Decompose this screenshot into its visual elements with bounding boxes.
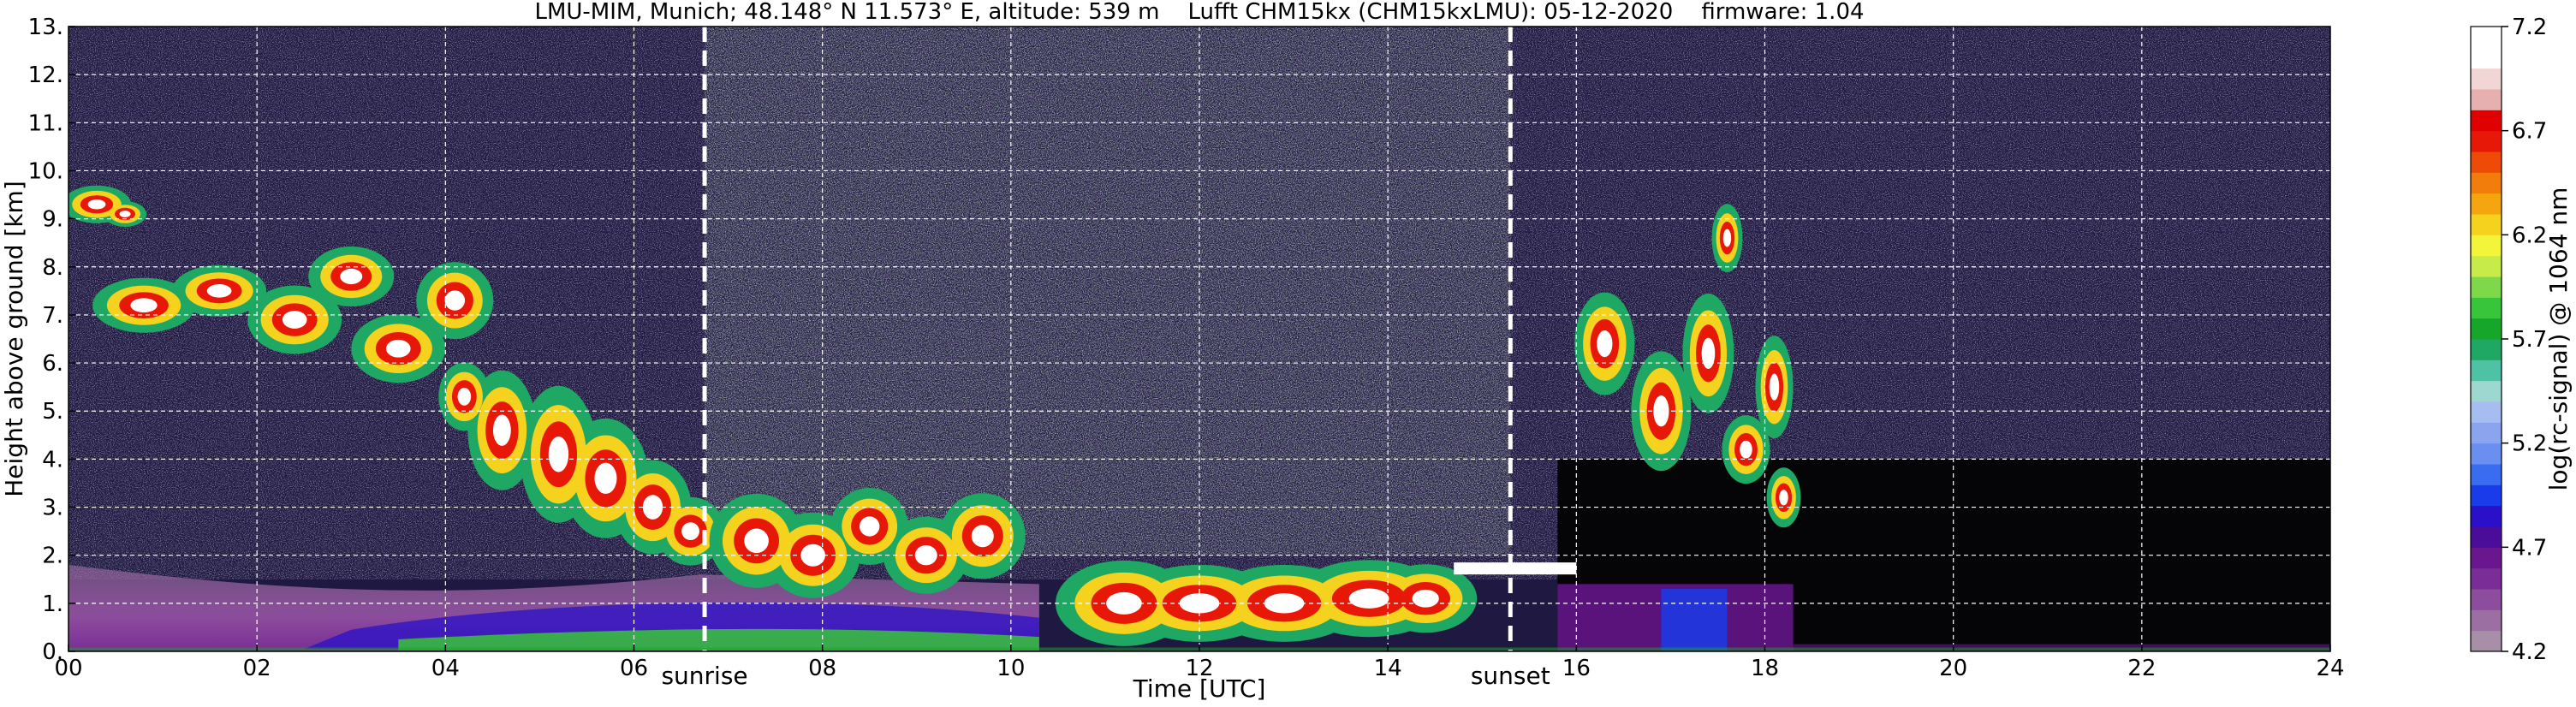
plot-area: sunrise sunset 00 02 04 06 08 10 12 14 16 18 20 22 24… (28, 15, 2345, 690)
y-tick-label: 3. (42, 496, 63, 521)
grid-lines (68, 27, 2330, 651)
colorbar-band (2471, 276, 2502, 298)
x-tick-label: 08 (808, 656, 836, 681)
y-tick-label: 0. (42, 639, 63, 665)
colorbar-band (2471, 27, 2502, 48)
colorbar-band (2471, 589, 2502, 610)
colorbar-band (2471, 152, 2502, 173)
x-tick-label: 10 (996, 656, 1025, 681)
y-tick-label: 12. (28, 62, 63, 88)
colorbar-band (2471, 235, 2502, 257)
x-tick-label: 12 (1185, 656, 1213, 681)
feature-cloud-early-1 (68, 185, 147, 227)
feature-cloud-descending (438, 362, 725, 566)
y-tick-label: 13. (28, 15, 63, 40)
colorbar-band (2471, 297, 2502, 319)
colorbar-tick-label: 5.2 (2512, 431, 2547, 457)
y-axis-ticks: 0. 1. 2. 3. 4. 5. 6. 7. 8. 9. 10. 11. 12. 13. (28, 15, 75, 665)
x-tick-label: 04 (431, 656, 460, 681)
x-tick-label: 24 (2316, 656, 2344, 681)
colorbar-tick-label: 6.2 (2512, 223, 2547, 248)
colorbar-band (2471, 89, 2502, 110)
colorbar-band (2471, 214, 2502, 235)
x-tick-label: 14 (1374, 656, 1402, 681)
colorbar-band (2471, 443, 2502, 465)
chart-title: LMU-MIM, Munich; 48.148° N 11.573° E, al… (534, 0, 1864, 25)
sunrise-label: sunrise (661, 662, 747, 690)
colorbar-tick-label: 4.2 (2512, 639, 2547, 665)
colorbar-band (2471, 630, 2502, 652)
colorbar-band (2471, 172, 2502, 194)
colorbar-label: log(rc-signal) @ 1064 nm (2544, 187, 2573, 491)
x-tick-label: 06 (620, 656, 648, 681)
colorbar-band (2471, 130, 2502, 152)
feature-cloud-morning (709, 488, 1026, 598)
x-tick-label: 20 (1939, 656, 1967, 681)
y-tick-label: 6. (42, 351, 63, 377)
colorbar-band (2471, 609, 2502, 632)
x-tick-label: 16 (1562, 656, 1591, 681)
colorbar-band (2471, 567, 2502, 590)
colorbar-band (2471, 359, 2502, 382)
colorbar-band (2471, 339, 2502, 360)
colorbar-band (2471, 110, 2502, 132)
colorbar-band (2471, 526, 2502, 548)
colorbar-tick-label: 4.7 (2512, 535, 2547, 561)
x-tick-label: 18 (1751, 656, 1779, 681)
colorbar-band (2471, 318, 2502, 340)
colorbar-band (2471, 484, 2502, 507)
colorbar-tick-label: 7.2 (2512, 15, 2547, 40)
x-axis-ticks: 00 02 04 06 08 10 12 14 16 18 20 22 24 (54, 645, 2345, 681)
colorbar-tick-label: 6.7 (2512, 119, 2547, 145)
colorbar-band (2471, 464, 2502, 485)
echo-features (68, 27, 2330, 651)
colorbar-band (2471, 505, 2502, 527)
y-tick-label: 7. (42, 303, 63, 329)
y-tick-label: 2. (42, 544, 63, 569)
feature-thin-layer (1454, 562, 1577, 575)
colorbar-band (2471, 547, 2502, 569)
colorbar-band (2471, 193, 2502, 215)
y-tick-label: 10. (28, 158, 63, 184)
y-tick-label: 5. (42, 399, 63, 425)
feature-cloud-midday-low (1055, 560, 1478, 646)
colorbar-band (2471, 68, 2502, 90)
colorbar-band (2471, 401, 2502, 423)
x-axis-label: Time [UTC] (1133, 674, 1266, 703)
y-tick-label: 1. (42, 591, 63, 617)
x-tick-label: 00 (54, 656, 82, 681)
colorbar-band (2471, 255, 2502, 277)
x-tick-label: 02 (243, 656, 271, 681)
colorbar-tick-label: 5.7 (2512, 327, 2547, 353)
y-tick-label: 9. (42, 207, 63, 233)
feature-daytime-noise (705, 27, 1511, 556)
y-tick-label: 8. (42, 255, 63, 281)
y-axis-label: Height above ground [km] (0, 181, 28, 497)
x-tick-label: 22 (2127, 656, 2156, 681)
colorbar-band (2471, 422, 2502, 444)
colorbar: 4.2 4.7 5.2 5.7 6.2 6.7 7.2 (2470, 15, 2547, 665)
y-tick-label: 4. (42, 447, 63, 472)
colorbar-band (2471, 380, 2502, 402)
sunset-label: sunset (1471, 662, 1550, 690)
colorbar-band (2471, 47, 2502, 69)
y-tick-label: 11. (28, 110, 63, 136)
sun-annotations: sunrise sunset (661, 27, 1550, 690)
